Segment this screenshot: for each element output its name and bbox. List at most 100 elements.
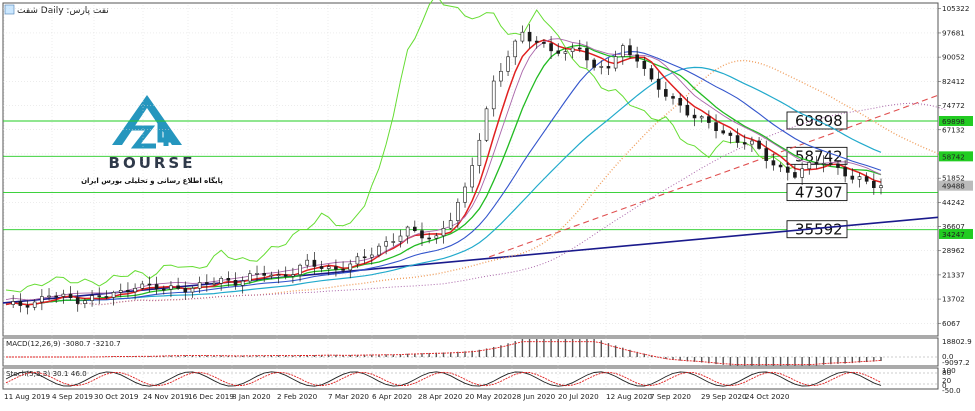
candle-body xyxy=(133,288,137,293)
candle-body xyxy=(872,180,876,188)
candle-body xyxy=(398,235,403,242)
candle-body xyxy=(248,273,252,282)
x-axis-date-label: 11 Aug 2019 xyxy=(4,392,50,401)
dynamic-chart-layer: 1053229768190052824127477267132594925185… xyxy=(2,0,973,401)
candle-body xyxy=(377,245,381,256)
candle-body xyxy=(621,45,625,57)
candle-body xyxy=(477,139,482,166)
candle-body xyxy=(707,116,711,123)
y-axis-tick-label: 36607 xyxy=(942,222,965,231)
candle-body xyxy=(843,167,847,177)
candle-body xyxy=(850,175,855,180)
x-axis-date-label: 6 Apr 2020 xyxy=(372,392,412,401)
x-axis-date-label: 28 Jun 2020 xyxy=(512,392,556,401)
axis-price-tag-text: 69898 xyxy=(942,117,965,126)
candle-body xyxy=(456,201,460,221)
candle-body xyxy=(369,254,374,258)
candle-body xyxy=(384,241,388,247)
candle-body xyxy=(642,60,647,69)
candle-body xyxy=(828,163,833,165)
candle-body xyxy=(750,140,754,145)
candle-body xyxy=(140,283,145,289)
candle-body xyxy=(757,140,761,149)
candle-body xyxy=(413,226,417,232)
stoch-tick-label: -50.0 xyxy=(942,386,961,395)
candle-body xyxy=(226,278,231,281)
candle-body xyxy=(613,56,618,69)
candle-body xyxy=(592,59,596,68)
candle-body xyxy=(857,176,862,180)
candle-body xyxy=(685,104,690,116)
candle-body xyxy=(240,280,245,286)
main-plot-frame xyxy=(2,2,939,337)
candle-body xyxy=(577,47,582,50)
candle-body xyxy=(362,256,367,259)
level-label-box xyxy=(786,183,848,202)
level-label-text: 47307 xyxy=(795,184,843,202)
stoch-plot-frame xyxy=(2,367,939,390)
axis-price-tag-text: 49488 xyxy=(942,182,965,191)
candle-body xyxy=(68,293,73,299)
candle-body xyxy=(649,68,654,80)
candle-body xyxy=(283,274,288,277)
x-axis-date-label: 12 Aug 2020 xyxy=(606,392,652,401)
candle-body xyxy=(190,287,195,293)
stoch-tick-label: 0 xyxy=(942,381,947,390)
candle-body xyxy=(656,78,661,90)
candle-body xyxy=(420,230,424,239)
candle-body xyxy=(326,266,331,269)
ichimoku-span-a xyxy=(77,59,946,306)
level-label-box xyxy=(786,220,848,239)
x-axis-date-label: 28 Apr 2020 xyxy=(418,392,463,401)
candle-body xyxy=(728,132,733,136)
candle-body xyxy=(628,45,632,56)
candle-body xyxy=(255,273,259,275)
stoch-tick-label: 80 xyxy=(942,368,952,377)
y-axis-tick-label: 51852 xyxy=(942,174,965,183)
candle-body xyxy=(484,108,489,141)
candle-body xyxy=(491,80,496,110)
logo-brand-text: BOURSE xyxy=(109,154,196,172)
chart-header: شفت Daily :نفت پارس xyxy=(4,4,109,16)
candle-body xyxy=(721,130,726,134)
stoch-tick-label: 100 xyxy=(942,366,956,375)
candle-body xyxy=(879,185,883,188)
stoch-signal-line xyxy=(5,371,882,387)
candle-body xyxy=(678,98,682,106)
candle-body xyxy=(563,51,568,54)
x-axis-date-label: 30 Oct 2019 xyxy=(94,392,139,401)
x-axis-date-label: 20 Jul 2020 xyxy=(558,392,599,401)
candle-body xyxy=(671,96,675,99)
candle-body xyxy=(434,235,439,239)
axis-price-tag xyxy=(939,228,973,239)
candle-body xyxy=(233,280,238,286)
x-axis-date-label: 24 Oct 2020 xyxy=(745,392,790,401)
chart-title: شفت Daily :نفت پارس xyxy=(17,6,109,16)
logo-triangle-right xyxy=(147,95,182,145)
candle-body xyxy=(355,256,360,265)
candle-body xyxy=(800,168,804,178)
candle-body xyxy=(348,263,353,271)
stoch-label: Stoch(5,3,3) 30.1 46.0 xyxy=(6,369,87,378)
y-axis-tick-label: 74772 xyxy=(942,101,965,110)
support-trendline xyxy=(2,216,939,304)
candle-body xyxy=(427,237,431,240)
y-axis-tick-label: 90052 xyxy=(942,53,965,62)
y-axis-tick-label: 13702 xyxy=(942,295,965,304)
candle-body xyxy=(341,269,345,271)
candle-body xyxy=(291,274,295,277)
candle-body xyxy=(147,283,152,286)
candle-body xyxy=(97,295,102,297)
candle-body xyxy=(25,305,30,308)
candle-body xyxy=(549,43,553,52)
candle-body xyxy=(269,274,274,277)
bourse-logo: BOURSE پایگاه اطلاع رسانی و تحلیلی بورس … xyxy=(81,82,223,194)
x-axis-date-label: 2 Feb 2020 xyxy=(277,392,318,401)
axis-price-tag xyxy=(939,115,973,126)
candle-body xyxy=(699,116,704,119)
moving-average-blue xyxy=(5,51,882,306)
y-axis-tick-label: 105322 xyxy=(942,4,969,13)
candle-body xyxy=(864,176,869,182)
ichimoku-span-b xyxy=(77,102,946,306)
